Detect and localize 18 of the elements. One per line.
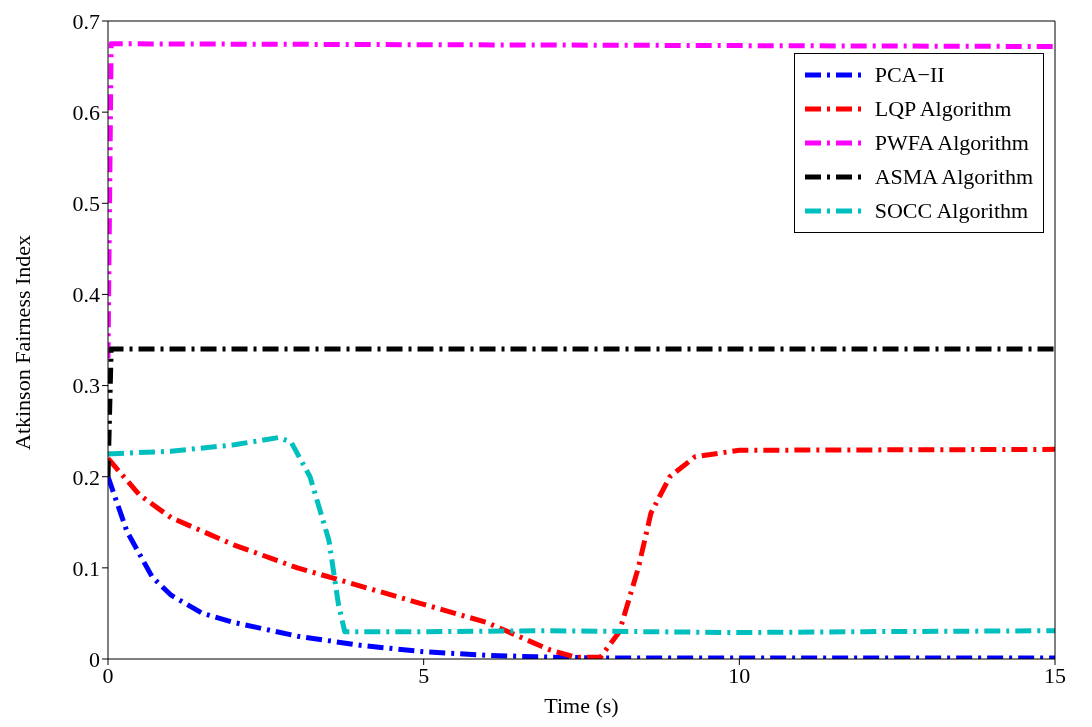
legend-label: SOCC Algorithm (874, 198, 1029, 224)
legend-label: PWFA Algorithm (874, 130, 1029, 156)
x-tick-label: 15 (1044, 662, 1066, 688)
legend-label: ASMA Algorithm (874, 164, 1033, 190)
x-tick-label: 5 (418, 662, 430, 688)
y-tick-label: 0 (89, 646, 100, 672)
y-tick-label: 0.7 (72, 8, 100, 34)
x-axis-title: Time (s) (544, 693, 619, 718)
y-tick-label: 0.3 (72, 373, 100, 399)
legend-label: PCA−II (874, 62, 945, 88)
y-tick-label: 0.2 (72, 464, 100, 490)
legend-label: LQP Algorithm (874, 96, 1012, 122)
x-tick-label: 10 (728, 662, 751, 688)
y-tick-label: 0.6 (72, 99, 100, 125)
y-tick-label: 0.1 (72, 555, 100, 581)
y-tick-label: 0.5 (72, 191, 100, 217)
y-axis-title: Atkinson Fairness Index (9, 234, 35, 450)
y-tick-label: 0.4 (72, 282, 100, 308)
